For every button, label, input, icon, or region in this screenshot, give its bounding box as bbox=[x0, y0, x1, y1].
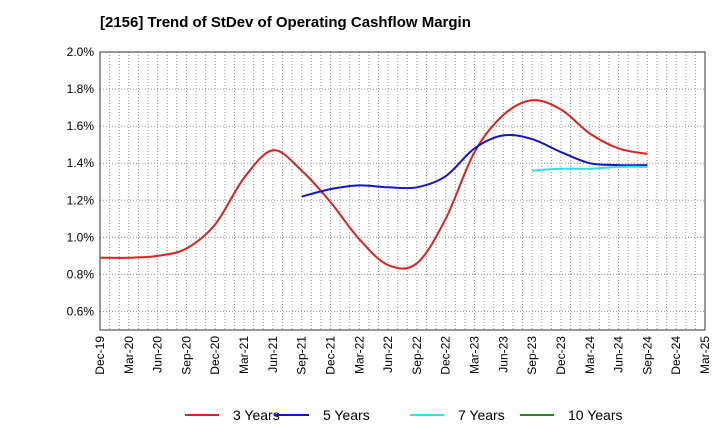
y-tick-label: 2.0% bbox=[67, 45, 95, 59]
legend-swatch bbox=[185, 414, 219, 416]
legend-item-5-years: 5 Years bbox=[275, 404, 370, 426]
x-tick-label: Sep-20 bbox=[179, 336, 193, 375]
series-lines bbox=[99, 99, 648, 270]
x-tick-label: Dec-22 bbox=[439, 336, 453, 375]
y-tick-label: 1.2% bbox=[67, 193, 95, 207]
x-tick-label: Mar-23 bbox=[468, 336, 482, 374]
y-tick-label: 1.6% bbox=[67, 119, 95, 133]
x-tick-label: Sep-24 bbox=[640, 336, 654, 375]
x-tick-label: Mar-20 bbox=[122, 336, 136, 374]
legend-item-7-years: 7 Years bbox=[410, 404, 505, 426]
x-tick-label: Dec-20 bbox=[208, 336, 222, 375]
x-tick-label: Mar-24 bbox=[583, 336, 597, 374]
x-tick-label: Jun-24 bbox=[612, 336, 626, 373]
legend-item-3-years: 3 Years bbox=[185, 404, 280, 426]
axis-tick-labels: 0.6% 0.8% 1.0% 1.2% 1.4% 1.6% 1.8% 2.0% Dec-19 Ma… bbox=[67, 45, 712, 375]
series-line-5-years bbox=[301, 133, 648, 198]
x-tick-label: Jun-21 bbox=[266, 336, 280, 373]
legend-label: 5 Years bbox=[323, 407, 370, 423]
x-tick-label: Jun-22 bbox=[381, 336, 395, 373]
x-tick-label: Dec-21 bbox=[323, 336, 337, 375]
plot-frame bbox=[99, 51, 706, 331]
y-tick-label: 0.6% bbox=[67, 304, 95, 318]
x-tick-label: Sep-23 bbox=[525, 336, 539, 375]
x-tick-label: Mar-22 bbox=[352, 336, 366, 374]
x-tick-label: Dec-24 bbox=[669, 336, 683, 375]
legend-label: 3 Years bbox=[233, 407, 280, 423]
legend-swatch bbox=[520, 414, 554, 416]
chart-legend: 3 Years 5 Years 7 Years 10 Years bbox=[0, 404, 720, 426]
x-tick-label: Mar-21 bbox=[237, 336, 251, 374]
y-tick-label: 1.0% bbox=[67, 230, 95, 244]
legend-item-10-years: 10 Years bbox=[520, 404, 623, 426]
legend-label: 10 Years bbox=[568, 407, 623, 423]
x-tick-label: Jun-20 bbox=[151, 336, 165, 373]
grid-lines bbox=[100, 51, 705, 330]
y-tick-label: 1.4% bbox=[67, 156, 95, 170]
x-tick-label: Sep-22 bbox=[410, 336, 424, 375]
x-tick-label: Dec-23 bbox=[554, 336, 568, 375]
x-tick-label: Dec-19 bbox=[93, 336, 107, 375]
legend-swatch bbox=[410, 414, 444, 416]
chart-title: [2156] Trend of StDev of Operating Cashf… bbox=[100, 14, 471, 31]
series-line-7-years bbox=[532, 165, 648, 172]
legend-label: 7 Years bbox=[458, 407, 505, 423]
series-line-3-years bbox=[99, 99, 648, 270]
x-tick-label: Jun-23 bbox=[496, 336, 510, 373]
legend-swatch bbox=[275, 414, 309, 416]
x-tick-label: Mar-25 bbox=[698, 336, 712, 374]
x-tick-label: Sep-21 bbox=[295, 336, 309, 375]
y-tick-label: 0.8% bbox=[67, 267, 95, 281]
y-tick-label: 1.8% bbox=[67, 82, 95, 96]
